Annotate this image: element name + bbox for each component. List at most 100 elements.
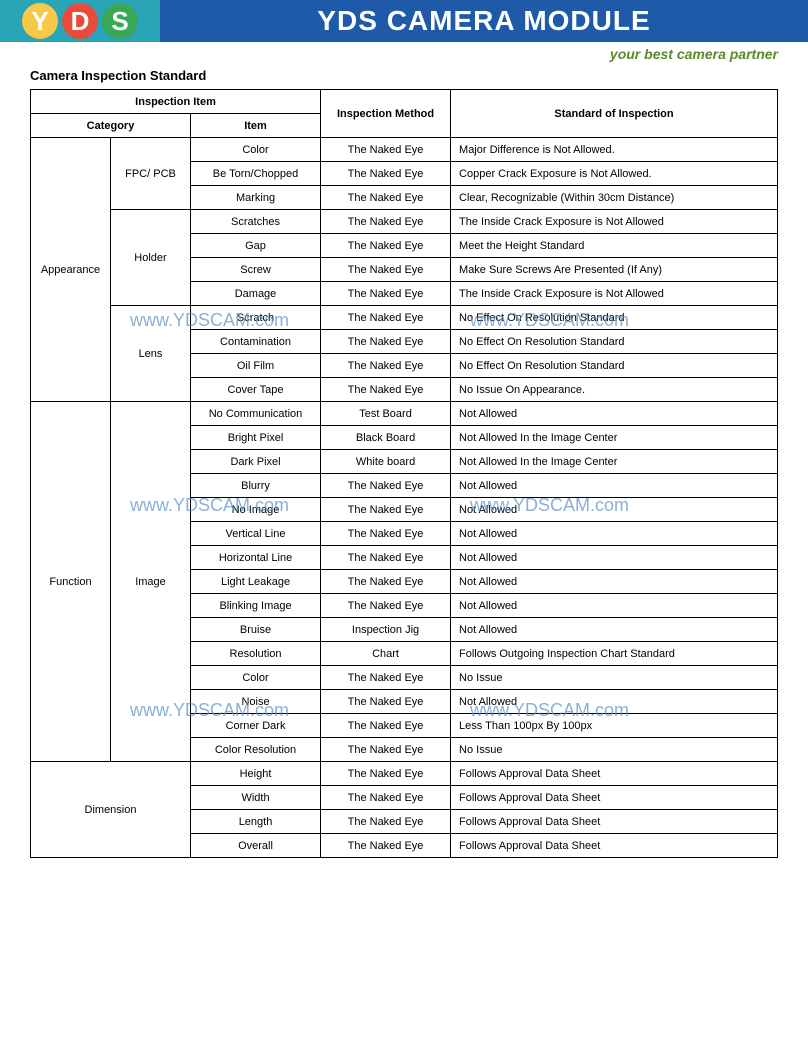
table-container: Inspection ItemInspection MethodStandard… [0,89,808,878]
method-cell: The Naked Eye [321,306,451,330]
standard-cell: Not Allowed [451,498,778,522]
method-cell: The Naked Eye [321,522,451,546]
item-cell: Vertical Line [191,522,321,546]
th-inspection-item: Inspection Item [31,90,321,114]
method-cell: Chart [321,642,451,666]
standard-cell: Follows Approval Data Sheet [451,762,778,786]
tagline: your best camera partner [0,42,808,62]
item-cell: Marking [191,186,321,210]
standard-cell: Not Allowed [451,474,778,498]
method-cell: The Naked Eye [321,162,451,186]
item-cell: Bright Pixel [191,426,321,450]
standard-cell: Follows Outgoing Inspection Chart Standa… [451,642,778,666]
method-cell: The Naked Eye [321,210,451,234]
standard-cell: No Effect On Resolution Standard [451,306,778,330]
standard-cell: The Inside Crack Exposure is Not Allowed [451,210,778,234]
item-cell: Be Torn/Chopped [191,162,321,186]
standard-cell: Not Allowed In the Image Center [451,450,778,474]
standard-cell: Not Allowed [451,402,778,426]
item-cell: Screw [191,258,321,282]
standard-cell: Clear, Recognizable (Within 30cm Distanc… [451,186,778,210]
item-cell: No Image [191,498,321,522]
method-cell: The Naked Eye [321,234,451,258]
item-cell: Dark Pixel [191,450,321,474]
item-cell: Height [191,762,321,786]
table-row: FunctionImageNo CommunicationTest BoardN… [31,402,778,426]
method-cell: White board [321,450,451,474]
page-title: YDS CAMERA MODULE [160,0,808,42]
standard-cell: Make Sure Screws Are Presented (If Any) [451,258,778,282]
item-cell: Noise [191,690,321,714]
method-cell: The Naked Eye [321,354,451,378]
method-cell: The Naked Eye [321,330,451,354]
item-cell: Resolution [191,642,321,666]
th-category: Category [31,114,191,138]
standard-cell: Meet the Height Standard [451,234,778,258]
standard-cell: The Inside Crack Exposure is Not Allowed [451,282,778,306]
category-cell: Dimension [31,762,191,858]
logo: YDS [0,0,160,42]
item-cell: Overall [191,834,321,858]
group-cell: Image [111,402,191,762]
method-cell: The Naked Eye [321,258,451,282]
method-cell: The Naked Eye [321,762,451,786]
method-cell: The Naked Eye [321,546,451,570]
method-cell: The Naked Eye [321,282,451,306]
group-cell: Holder [111,210,191,306]
standard-cell: No Effect On Resolution Standard [451,354,778,378]
logo-letter: Y [22,3,58,39]
logo-letter: D [62,3,98,39]
method-cell: The Naked Eye [321,138,451,162]
standard-cell: Not Allowed In the Image Center [451,426,778,450]
standard-cell: No Effect On Resolution Standard [451,330,778,354]
item-cell: Width [191,786,321,810]
table-row: AppearanceFPC/ PCBColorThe Naked EyeMajo… [31,138,778,162]
method-cell: The Naked Eye [321,810,451,834]
item-cell: Color [191,666,321,690]
method-cell: The Naked Eye [321,378,451,402]
method-cell: Black Board [321,426,451,450]
item-cell: Bruise [191,618,321,642]
item-cell: Damage [191,282,321,306]
item-cell: Gap [191,234,321,258]
table-row: LensScratchThe Naked EyeNo Effect On Res… [31,306,778,330]
standard-cell: Not Allowed [451,618,778,642]
subtitle: Camera Inspection Standard [0,62,808,89]
method-cell: The Naked Eye [321,690,451,714]
method-cell: The Naked Eye [321,834,451,858]
logo-letter: S [102,3,138,39]
method-cell: The Naked Eye [321,786,451,810]
method-cell: The Naked Eye [321,594,451,618]
th-standard: Standard of Inspection [451,90,778,138]
standard-cell: Copper Crack Exposure is Not Allowed. [451,162,778,186]
item-cell: Light Leakage [191,570,321,594]
standard-cell: No Issue [451,738,778,762]
standard-cell: Not Allowed [451,594,778,618]
item-cell: Length [191,810,321,834]
group-cell: Lens [111,306,191,402]
standard-cell: Not Allowed [451,522,778,546]
method-cell: Test Board [321,402,451,426]
standard-cell: Follows Approval Data Sheet [451,834,778,858]
standard-cell: No Issue On Appearance. [451,378,778,402]
method-cell: The Naked Eye [321,474,451,498]
method-cell: The Naked Eye [321,570,451,594]
standard-cell: Follows Approval Data Sheet [451,810,778,834]
item-cell: Corner Dark [191,714,321,738]
item-cell: Blinking Image [191,594,321,618]
method-cell: The Naked Eye [321,186,451,210]
category-cell: Appearance [31,138,111,402]
item-cell: Blurry [191,474,321,498]
item-cell: Color Resolution [191,738,321,762]
item-cell: No Communication [191,402,321,426]
inspection-table: Inspection ItemInspection MethodStandard… [30,89,778,858]
standard-cell: Less Than 100px By 100px [451,714,778,738]
item-cell: Scratches [191,210,321,234]
method-cell: The Naked Eye [321,666,451,690]
standard-cell: Follows Approval Data Sheet [451,786,778,810]
standard-cell: Not Allowed [451,570,778,594]
standard-cell: Major Difference is Not Allowed. [451,138,778,162]
table-row: HolderScratchesThe Naked EyeThe Inside C… [31,210,778,234]
method-cell: The Naked Eye [321,498,451,522]
standard-cell: No Issue [451,666,778,690]
